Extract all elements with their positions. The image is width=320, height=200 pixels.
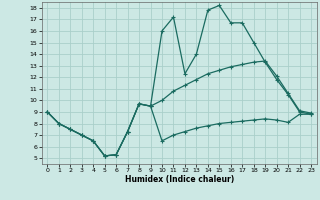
X-axis label: Humidex (Indice chaleur): Humidex (Indice chaleur): [124, 175, 234, 184]
